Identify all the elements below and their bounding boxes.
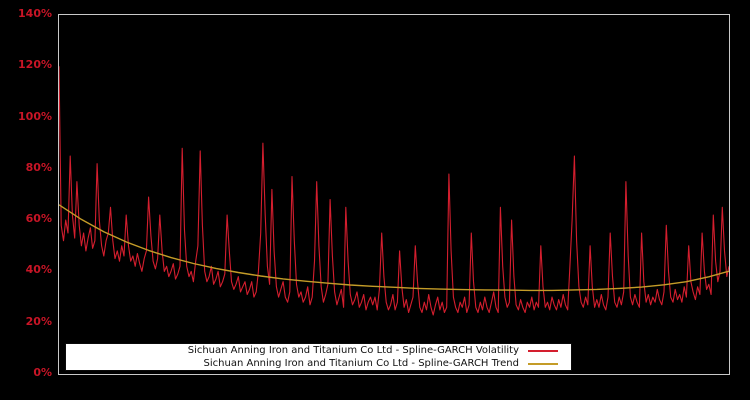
y-axis-tick-label: 40% — [25, 263, 52, 277]
y-axis-tick-label: 80% — [25, 160, 52, 174]
y-axis-tick-label: 120% — [18, 58, 52, 72]
trend-line-sample-icon — [528, 362, 558, 365]
volatility-line — [59, 66, 729, 316]
volatility-line-sample-icon — [528, 349, 558, 352]
y-axis-tick-label: 20% — [25, 314, 52, 328]
y-axis-tick-label: 60% — [25, 212, 52, 226]
trend-line — [59, 204, 729, 292]
legend-row-volatility: Sichuan Anning Iron and Titanium Co Ltd … — [66, 344, 571, 357]
y-axis-tick-label: 140% — [18, 7, 52, 20]
y-axis-tick-label: 0% — [33, 366, 52, 379]
plot-canvas — [59, 66, 729, 316]
legend-row-trend: Sichuan Anning Iron and Titanium Co Ltd … — [66, 357, 571, 370]
legend-label-trend: Sichuan Anning Iron and Titanium Co Ltd … — [203, 357, 519, 369]
plot-area — [58, 14, 730, 375]
y-axis-tick-label: 100% — [18, 109, 52, 123]
legend-label-volatility: Sichuan Anning Iron and Titanium Co Ltd … — [187, 344, 519, 356]
legend-box: Sichuan Anning Iron and Titanium Co Ltd … — [65, 343, 572, 371]
